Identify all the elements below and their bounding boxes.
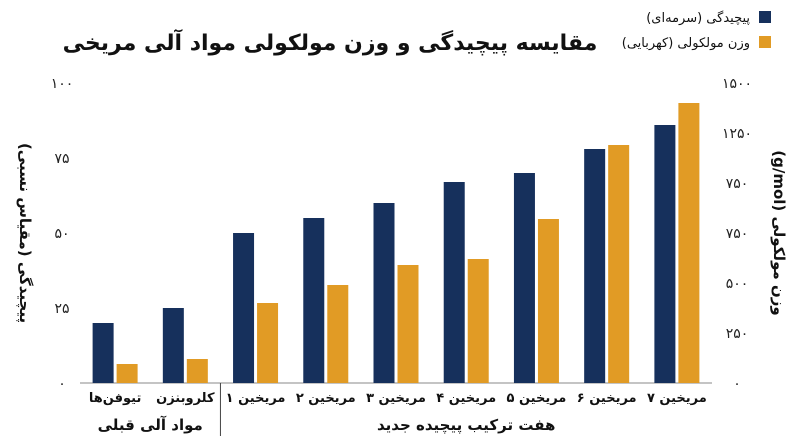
chart-title: مقایسه پیچیدگی و وزن مولکولی مواد آلی مر… — [63, 28, 598, 56]
legend-label: وزن مولکولی (کهربایی) — [622, 36, 750, 51]
y-axis-left-label: پیچیدگی (مقیاس نسبی) — [15, 143, 34, 323]
group-label: هفت ترکیب پیچیده جدید — [377, 416, 555, 435]
category-label: مریخین ۴ — [436, 391, 496, 406]
y-left-tick-label: ۰ — [58, 376, 66, 392]
bar-complexity — [584, 149, 606, 383]
y-right-tick-label: ۰ — [733, 376, 741, 392]
legend-label: پیچیدگی (سرمه‌ای) — [646, 10, 750, 26]
y-right-tick-label: ۷۵۰ — [726, 226, 749, 242]
bar-molecular-weight — [537, 219, 559, 383]
category-label: مریخین ۶ — [577, 391, 637, 406]
category-label: مریخین ۷ — [647, 391, 707, 406]
y-right-tick-label: ۷۵۰ — [726, 176, 749, 192]
axes: ۰ ۲۵ ۵۰ ۷۵ ۱۰۰ ۰ ۲۵۰ ۵۰۰ ۷۵۰ ۷۵۰ ۱۲۵۰ ۱۵۰۰ — [51, 76, 752, 392]
category-label: تیوفن‌ها — [89, 391, 141, 406]
y-left-tick-label: ۲۵ — [54, 301, 69, 317]
y-right-tick-label: ۲۵۰ — [726, 326, 749, 342]
bar-molecular-weight — [116, 364, 138, 383]
legend: پیچیدگی (سرمه‌ای) وزن مولکولی (کهربایی) — [622, 10, 771, 51]
group-label: مواد آلی قبلی — [98, 416, 203, 434]
bar-molecular-weight — [397, 265, 419, 383]
bar-complexity — [162, 308, 184, 383]
bar-complexity — [92, 323, 114, 383]
y-axis-right-label: وزن مولکولی (g/mol) — [770, 150, 788, 315]
y-left-tick-label: ۵۰ — [54, 226, 69, 242]
y-right-tick-label: ۱۵۰۰ — [722, 76, 752, 92]
bar-molecular-weight — [608, 145, 630, 383]
category-label: مریخین ۵ — [507, 391, 567, 406]
bar-molecular-weight — [678, 103, 700, 383]
y-right-tick-label: ۱۲۵۰ — [722, 126, 752, 142]
category-label: مریخین ۲ — [296, 391, 356, 406]
category-label: مریخین ۳ — [366, 391, 426, 406]
bar-complexity — [513, 173, 535, 383]
bar-complexity — [233, 233, 255, 383]
bar-molecular-weight — [327, 285, 349, 383]
legend-swatch — [759, 11, 771, 23]
category-label: کلروبنزن — [156, 391, 215, 406]
bars — [92, 103, 700, 383]
category-labels: تیوفن‌ها کلروبنزن مریخین ۱ مریخین ۲ مریخین ۳… — [89, 383, 707, 436]
bar-complexity — [373, 203, 395, 383]
legend-swatch — [759, 36, 771, 48]
category-label: مریخین ۱ — [226, 391, 286, 406]
bar-molecular-weight — [467, 259, 489, 383]
y-right-tick-label: ۵۰۰ — [726, 276, 749, 292]
bar-molecular-weight — [186, 359, 208, 383]
bar-complexity — [303, 218, 325, 383]
y-left-tick-label: ۱۰۰ — [51, 76, 74, 92]
bar-complexity — [654, 125, 676, 383]
bar-molecular-weight — [257, 303, 279, 383]
y-left-tick-label: ۷۵ — [54, 151, 69, 167]
bar-complexity — [443, 182, 465, 383]
